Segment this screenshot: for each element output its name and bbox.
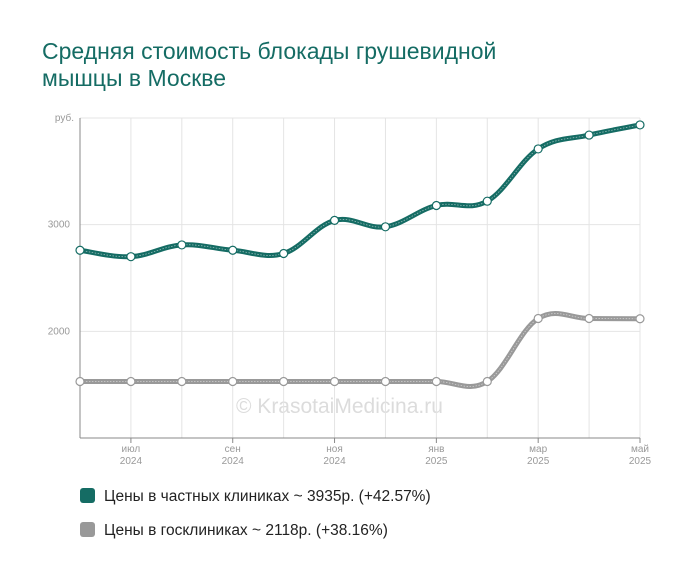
x-tick-label-month: сен <box>225 444 241 455</box>
chart-title-line-2: мышцы в Москве <box>42 65 227 91</box>
data-point-private <box>177 240 187 250</box>
x-tick-label-year: 2025 <box>425 456 448 467</box>
x-tick-label-year: 2025 <box>629 456 652 467</box>
data-point-private <box>329 215 340 225</box>
y-axis-unit: руб. <box>55 112 74 124</box>
x-tick-label-year: 2024 <box>120 456 143 467</box>
chart-title: Средняя стоимость блокады грушевидной мы… <box>42 38 602 92</box>
watermark: © KrasotaiMedicina.ru <box>236 395 443 418</box>
chart-title-line-1: Средняя стоимость блокады грушевидной <box>42 38 497 64</box>
data-point-public <box>329 376 340 387</box>
data-point-private <box>75 245 85 255</box>
data-point-public <box>584 313 594 324</box>
data-point-private <box>126 252 136 262</box>
data-point-private <box>431 200 441 211</box>
x-tick-label-month: янв <box>428 444 444 455</box>
x-tick-label-month: июл <box>122 444 141 455</box>
legend-item-public[interactable]: Цены в госклиниках ~ 2118р. (+38.16%) <box>80 521 388 541</box>
x-tick-label-year: 2024 <box>222 456 245 467</box>
data-point-private <box>279 248 289 259</box>
data-point-private <box>533 144 543 154</box>
data-point-public <box>75 376 85 387</box>
legend-swatch-private <box>80 488 95 503</box>
data-point-private <box>584 130 594 140</box>
y-tick-label: 2000 <box>48 326 71 337</box>
x-tick-label-month: мар <box>529 444 547 455</box>
x-tick-label-month: май <box>631 444 649 455</box>
data-point-public <box>533 313 543 324</box>
data-point-private <box>228 245 238 255</box>
series-line-private <box>77 122 643 260</box>
series-line-texture-public <box>79 313 641 387</box>
data-point-private <box>380 222 391 232</box>
legend-swatch-public <box>80 522 95 537</box>
x-tick-label-year: 2025 <box>527 456 550 467</box>
data-point-public <box>177 376 187 387</box>
data-point-private <box>482 196 492 206</box>
data-point-public <box>279 376 289 387</box>
series-line-texture-private <box>79 124 641 258</box>
series-line-public <box>77 311 643 389</box>
data-point-public <box>126 376 136 387</box>
x-tick-label-year: 2024 <box>323 456 346 467</box>
legend-label-public: Цены в госклиниках ~ 2118р. (+38.16%) <box>104 522 388 539</box>
data-point-public <box>431 376 441 387</box>
legend-item-private[interactable]: Цены в частных клиниках ~ 3935р. (+42.57… <box>80 487 431 507</box>
data-point-private <box>635 120 645 130</box>
data-point-public <box>635 314 645 324</box>
legend-label-private: Цены в частных клиниках ~ 3935р. (+42.57… <box>104 488 431 505</box>
data-point-public <box>380 376 391 387</box>
data-point-public <box>228 376 238 387</box>
x-tick-label-month: ноя <box>326 444 343 455</box>
y-tick-label: 3000 <box>48 220 71 231</box>
data-point-public <box>482 376 492 387</box>
